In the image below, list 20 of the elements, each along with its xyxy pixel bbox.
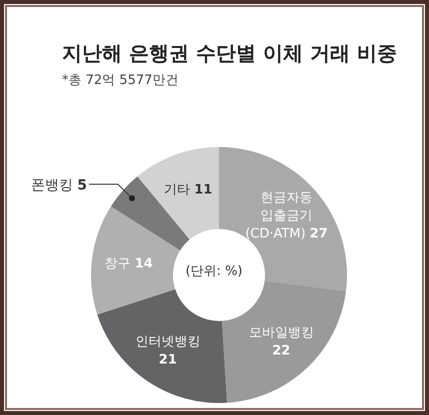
donut-slice: [97, 289, 228, 403]
donut-slice: [219, 147, 347, 292]
data-label: 11: [194, 182, 212, 197]
data-label: 27: [310, 226, 328, 242]
text: (단위: %): [184, 263, 244, 280]
data-label: 21: [158, 352, 177, 367]
slice-label: 폰뱅킹: [30, 177, 73, 194]
slice-label: 창구: [104, 256, 131, 272]
data-label: 22: [272, 342, 290, 358]
donut-slice: [222, 280, 346, 403]
donut-slice: [110, 176, 190, 250]
slice-label: 모바일뱅킹: [248, 324, 314, 340]
donut-slice: [91, 206, 180, 315]
donut-slice: [137, 147, 219, 240]
slice-label: 인터넷뱅킹: [135, 334, 200, 349]
slice-label: 기타: [164, 182, 190, 197]
data-label: 14: [134, 256, 153, 272]
data-label: 5: [77, 177, 87, 194]
chart-subtitle: *총 72억 5577만건: [62, 72, 178, 89]
chart-title: 지난해 은행권 수단별 이체 거래 비중: [62, 40, 397, 67]
